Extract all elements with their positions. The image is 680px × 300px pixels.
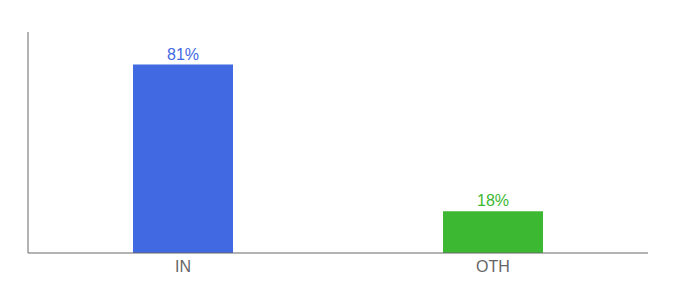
- svg-text:IN: IN: [175, 258, 191, 275]
- svg-text:OTH: OTH: [476, 258, 510, 275]
- svg-text:81%: 81%: [167, 46, 199, 63]
- svg-text:18%: 18%: [477, 192, 509, 209]
